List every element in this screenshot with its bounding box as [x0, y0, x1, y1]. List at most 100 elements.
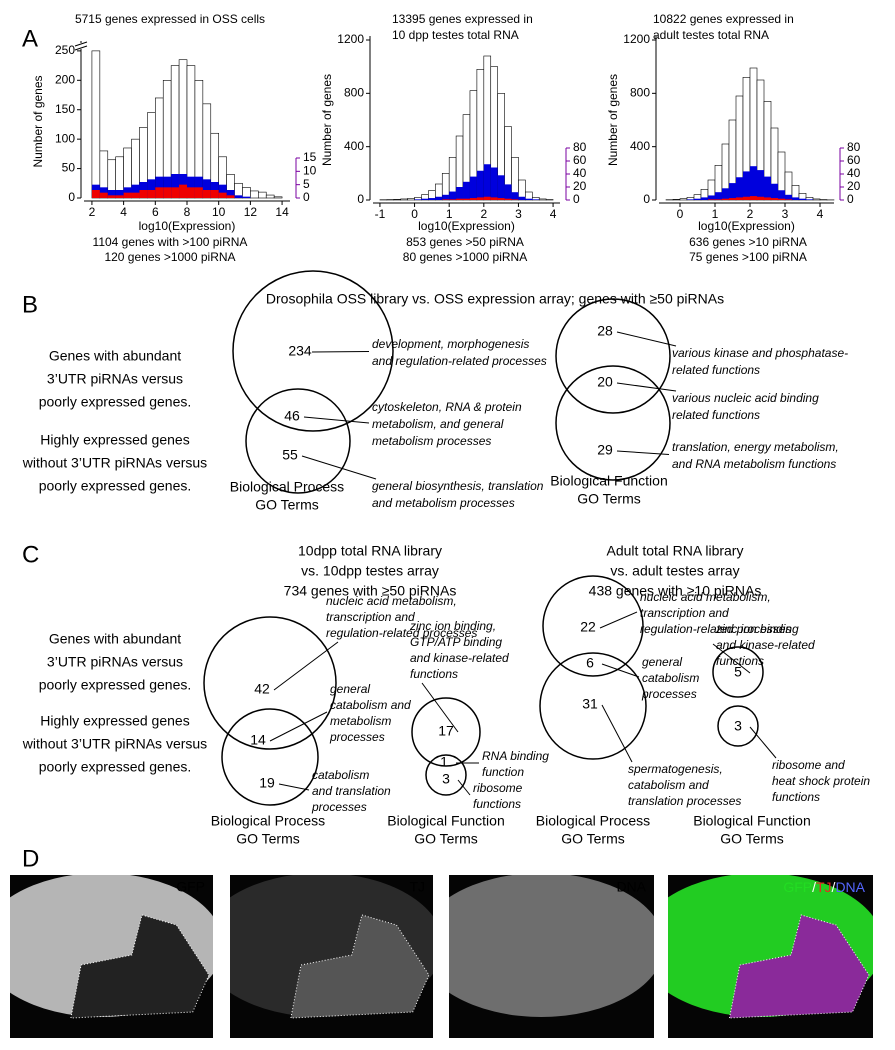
leader-line	[749, 726, 777, 759]
leader-line	[301, 455, 377, 480]
legend-entry: 80 genes >1000 piRNA	[403, 250, 527, 264]
bar	[736, 197, 743, 200]
bar	[694, 198, 701, 200]
bar	[414, 199, 422, 200]
bar	[757, 196, 764, 200]
bar	[743, 171, 750, 200]
venn-count: 234	[288, 343, 312, 359]
x-axis-label: log10(Expression)	[418, 219, 515, 233]
bar	[715, 192, 722, 200]
leader-line	[601, 663, 640, 678]
venn-note: processes	[329, 730, 385, 744]
bar	[757, 170, 764, 200]
y-tick-label: 400	[630, 139, 650, 153]
bar	[463, 198, 470, 200]
x-tick-label: 12	[244, 205, 258, 219]
venn-count: 28	[597, 323, 613, 339]
leader-line	[616, 450, 670, 455]
venn-circle	[245, 388, 351, 494]
venn-note: catabolism and	[628, 778, 709, 792]
chart-title: adult testes total RNA	[653, 28, 769, 42]
venn-label: GO Terms	[561, 831, 625, 847]
bar	[463, 181, 470, 200]
bar	[679, 198, 688, 201]
bar	[99, 187, 108, 198]
micrograph-content	[10, 875, 213, 1019]
bar	[210, 190, 219, 198]
venn-count: 31	[582, 696, 598, 712]
venn-note: ribosome and	[772, 758, 845, 772]
bar	[265, 194, 275, 199]
venn-count: 3	[734, 718, 742, 734]
bar	[456, 198, 464, 200]
venn-note: processes	[641, 687, 697, 701]
venn-circle	[203, 616, 337, 750]
row-label: without 3’UTR piRNAs versus	[22, 455, 207, 471]
bar	[511, 192, 519, 200]
venn-note: functions	[410, 667, 458, 681]
bar	[743, 196, 750, 200]
bar	[107, 190, 116, 198]
bar	[202, 190, 211, 198]
bar	[202, 179, 211, 198]
micrograph-content	[449, 875, 654, 1017]
bar	[179, 184, 187, 198]
bar	[476, 197, 484, 200]
leader-line	[269, 711, 328, 742]
axis-break	[76, 43, 86, 49]
leader-line	[616, 382, 677, 392]
clone-region	[728, 914, 870, 1019]
venn-label: GO Terms	[255, 497, 319, 513]
venn-note: related functions	[672, 363, 760, 377]
micrograph-content	[668, 875, 873, 1019]
venn-count: 20	[597, 374, 613, 390]
bar	[785, 199, 792, 200]
x-tick-label: -1	[375, 207, 386, 221]
bar	[194, 187, 203, 198]
panel-header: vs. 10dpp testes array	[301, 563, 439, 579]
x-tick-label: 2	[89, 205, 96, 219]
bar	[490, 197, 498, 200]
venn-count: 17	[438, 723, 454, 739]
bar	[115, 190, 124, 198]
venn-note: metabolism, and general	[372, 417, 504, 431]
venn-note: catabolism and	[330, 698, 411, 712]
y-tick-label: 250	[55, 43, 75, 57]
bar	[258, 191, 267, 199]
venn-note: transcription and	[326, 610, 415, 624]
bar	[750, 196, 757, 200]
bar	[778, 198, 785, 200]
x-tick-label: 0	[411, 207, 418, 221]
y-tick-label: 400	[344, 139, 364, 153]
bar	[131, 192, 140, 198]
venn-count: 14	[250, 732, 266, 748]
x-tick-label: 4	[817, 207, 824, 221]
y-tick-label: 0	[643, 192, 650, 206]
leader-line	[278, 783, 310, 791]
bar	[171, 174, 180, 198]
venn-note: catabolism	[312, 768, 369, 782]
y-tick-label: 0	[68, 190, 75, 204]
bar	[91, 190, 100, 198]
bar	[155, 187, 164, 198]
venn-note: and regulation-related processes	[372, 354, 547, 368]
bar	[476, 170, 484, 200]
bar	[736, 177, 743, 200]
bar	[250, 190, 259, 199]
venn-note: processes	[311, 800, 367, 814]
bar	[147, 179, 156, 198]
y-tick-label: 1200	[623, 32, 650, 46]
label-part: /	[832, 879, 836, 895]
bar	[806, 199, 813, 200]
venn-note: nucleic acid metabolism,	[326, 594, 457, 608]
bar	[511, 199, 519, 200]
bar	[729, 198, 736, 200]
bar	[393, 199, 402, 201]
venn-count: 3	[442, 771, 450, 787]
label-part: DNA	[835, 879, 865, 895]
bar	[163, 187, 172, 198]
venn-circle	[232, 270, 394, 432]
bar	[407, 198, 415, 201]
panel-header: vs. adult testes array	[610, 563, 739, 579]
y2-tick-label: 20	[573, 179, 587, 193]
